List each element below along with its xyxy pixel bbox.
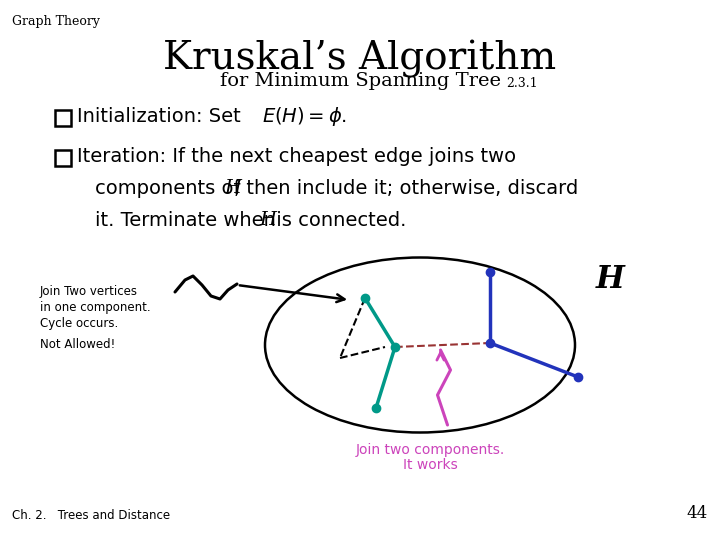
Text: 44: 44 [687,505,708,522]
Text: Cycle occurs.: Cycle occurs. [40,316,118,329]
Text: in one component.: in one component. [40,301,150,314]
Text: H: H [224,179,241,197]
Text: Initialization: Set: Initialization: Set [77,106,247,125]
Bar [55,110,71,126]
Text: Join Two vertices: Join Two vertices [40,286,138,299]
Text: Iteration: If the next cheapest edge joins two: Iteration: If the next cheapest edge joi… [77,146,516,165]
Text: components of: components of [95,179,247,198]
Text: Not Allowed!: Not Allowed! [40,338,115,350]
Text: Graph Theory: Graph Theory [12,15,100,28]
Bar [55,150,71,166]
Text: H: H [259,211,276,229]
Text: Join two components.: Join two components. [356,443,505,457]
Text: Kruskal’s Algorithm: Kruskal’s Algorithm [163,40,557,78]
Text: H: H [595,265,624,295]
Text: it. Terminate when: it. Terminate when [95,211,282,229]
Text: is connected.: is connected. [270,211,406,229]
Text: 2.3.1: 2.3.1 [506,77,538,90]
Text: for Minimum Spanning Tree: for Minimum Spanning Tree [220,72,500,90]
Text: $E(H)=\phi.$: $E(H)=\phi.$ [262,105,347,127]
Text: Ch. 2.   Trees and Distance: Ch. 2. Trees and Distance [12,509,170,522]
Text: It works: It works [402,458,457,472]
Text: , then include it; otherwise, discard: , then include it; otherwise, discard [234,179,578,198]
